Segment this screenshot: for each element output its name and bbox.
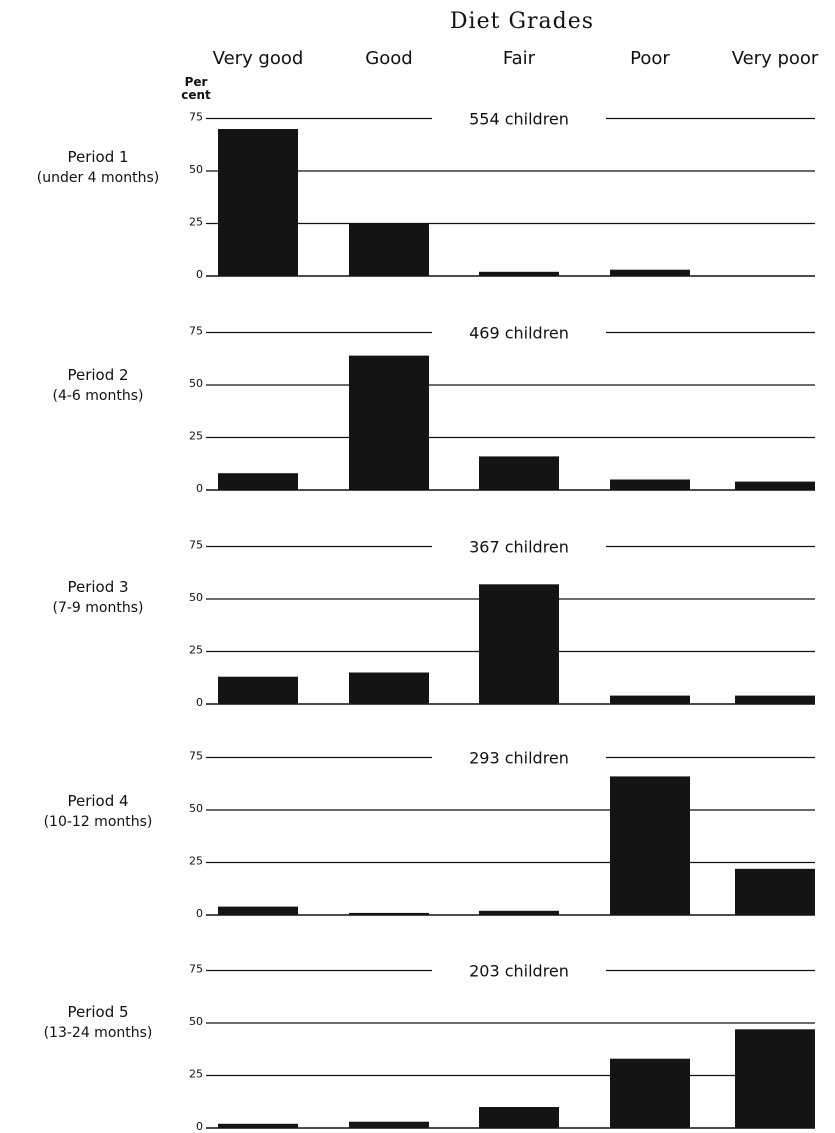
bar-good	[349, 355, 429, 490]
y-tick-label: 0	[196, 268, 203, 281]
category-label-3: Poor	[630, 48, 670, 69]
bar-good	[349, 1121, 429, 1128]
y-tick-label: 0	[196, 482, 203, 495]
y-tick-label: 0	[196, 1120, 203, 1133]
y-tick-label: 75	[189, 325, 203, 338]
period-panels: 0 25 50 75 554 children Period 1 (under 4 mont…	[37, 110, 815, 1133]
period-name: Period 5	[67, 1003, 128, 1021]
period-name: Period 1	[67, 148, 128, 166]
bar-poor	[610, 695, 690, 704]
bar-fair	[479, 910, 559, 915]
panel-count-label: 469 children	[469, 324, 569, 343]
category-label-4: Very poor	[732, 48, 819, 69]
bar-very-good	[218, 906, 298, 915]
bar-very-poor	[735, 481, 815, 490]
period-age-range: (13-24 months)	[44, 1025, 153, 1041]
y-tick-label: 25	[189, 855, 203, 868]
y-tick-label: 75	[189, 750, 203, 763]
unit-label-line1: Per	[185, 75, 208, 89]
y-tick-label: 0	[196, 696, 203, 709]
category-labels: Very good Good Fair Poor Very poor	[213, 48, 819, 69]
y-tick-label: 50	[189, 1015, 203, 1028]
bar-very-poor	[735, 695, 815, 704]
period-age-range: (4-6 months)	[53, 388, 144, 404]
y-tick-label: 50	[189, 591, 203, 604]
unit-label-line2: cent	[181, 88, 211, 102]
panel-count-label: 293 children	[469, 749, 569, 768]
bar-poor	[610, 269, 690, 276]
y-tick-label: 25	[189, 644, 203, 657]
y-tick-label: 25	[189, 1068, 203, 1081]
bar-very-poor	[735, 1029, 815, 1128]
bar-very-poor	[735, 868, 815, 915]
y-tick-label: 50	[189, 802, 203, 815]
bar-poor	[610, 776, 690, 915]
y-tick-label: 75	[189, 963, 203, 976]
y-tick-label: 75	[189, 111, 203, 124]
y-tick-label: 0	[196, 907, 203, 920]
panel-count-label: 203 children	[469, 962, 569, 981]
bar-very-good	[218, 1123, 298, 1128]
period-age-range: (7-9 months)	[53, 600, 144, 616]
panel-count-label: 367 children	[469, 538, 569, 557]
category-label-1: Good	[365, 48, 412, 69]
panel-4: 0 25 50 75 293 children Period 4 (10-12 months…	[44, 749, 815, 920]
period-age-range: (under 4 months)	[37, 170, 159, 186]
panel-5: 0 25 50 75 203 children Period 5 (13-24 months…	[44, 962, 815, 1133]
panel-2: 0 25 50 75 469 children Period 2 (4-6 months)	[53, 324, 815, 495]
panel-count-label: 554 children	[469, 110, 569, 129]
bar-fair	[479, 1107, 559, 1128]
bar-very-good	[218, 473, 298, 490]
panel-1: 0 25 50 75 554 children Period 1 (under 4 mont…	[37, 110, 815, 281]
category-label-2: Fair	[503, 48, 536, 69]
bar-good	[349, 912, 429, 915]
period-name: Period 2	[67, 366, 128, 384]
panel-3: 0 25 50 75 367 children Period 3 (7-9 months)	[53, 538, 815, 709]
y-tick-label: 25	[189, 430, 203, 443]
y-tick-label: 50	[189, 377, 203, 390]
y-tick-label: 50	[189, 163, 203, 176]
period-name: Period 3	[67, 578, 128, 596]
category-label-0: Very good	[213, 48, 304, 69]
bar-good	[349, 672, 429, 704]
bar-good	[349, 223, 429, 276]
bar-fair	[479, 271, 559, 276]
chart-title: Diet Grades	[450, 9, 594, 34]
period-name: Period 4	[67, 792, 128, 810]
bar-very-good	[218, 676, 298, 704]
y-tick-label: 25	[189, 216, 203, 229]
bar-fair	[479, 584, 559, 704]
bar-fair	[479, 456, 559, 490]
bar-very-good	[218, 129, 298, 276]
bar-poor	[610, 1058, 690, 1128]
bar-poor	[610, 479, 690, 490]
y-tick-label: 75	[189, 539, 203, 552]
period-age-range: (10-12 months)	[44, 814, 153, 830]
